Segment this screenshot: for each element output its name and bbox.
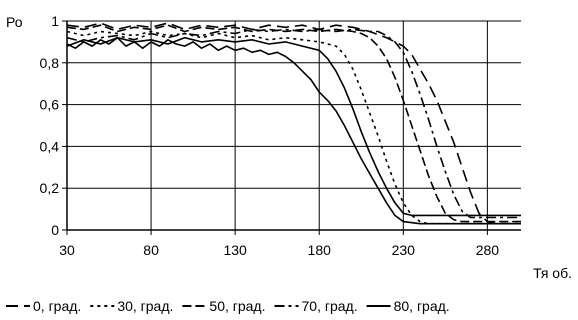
grid-lines [66,20,521,231]
series-line [66,36,521,217]
series-line [66,28,521,219]
series-line [66,24,521,223]
series-line [66,30,521,225]
legend-label: 0, град. [33,298,81,314]
x-tick-label: 280 [476,242,500,258]
legend-label: 50, град. [209,298,265,314]
y-tick-label: 1 [51,13,59,29]
axes [62,20,521,235]
series-lines [66,22,521,225]
legend-label: 80, град. [394,298,450,314]
x-tick-label: 80 [143,242,159,258]
y-tick-label: 0,6 [40,97,60,113]
y-tick-label: 0,2 [40,180,60,196]
x-tick-label: 230 [392,242,416,258]
series-line [66,36,521,225]
x-tick-label: 130 [223,242,247,258]
y-axis-label: Ро [6,14,23,30]
y-tick-label: 0,4 [40,138,60,154]
legend-label: 70, град. [302,298,358,314]
legend: 0, град. 30, град. 50, град. 70, град. 80, г… [6,298,450,314]
x-axis-label: Тя об. [533,265,572,281]
x-tick-label: 30 [59,242,75,258]
series-line [66,22,521,225]
tick-labels: 30 80 130 180 230 280 0 0,2 0,4 0,6 0,8 1 [40,13,500,258]
x-tick-label: 180 [308,242,332,258]
y-tick-label: 0,8 [40,55,60,71]
y-tick-label: 0 [51,222,59,238]
legend-label: 30, град. [117,298,173,314]
